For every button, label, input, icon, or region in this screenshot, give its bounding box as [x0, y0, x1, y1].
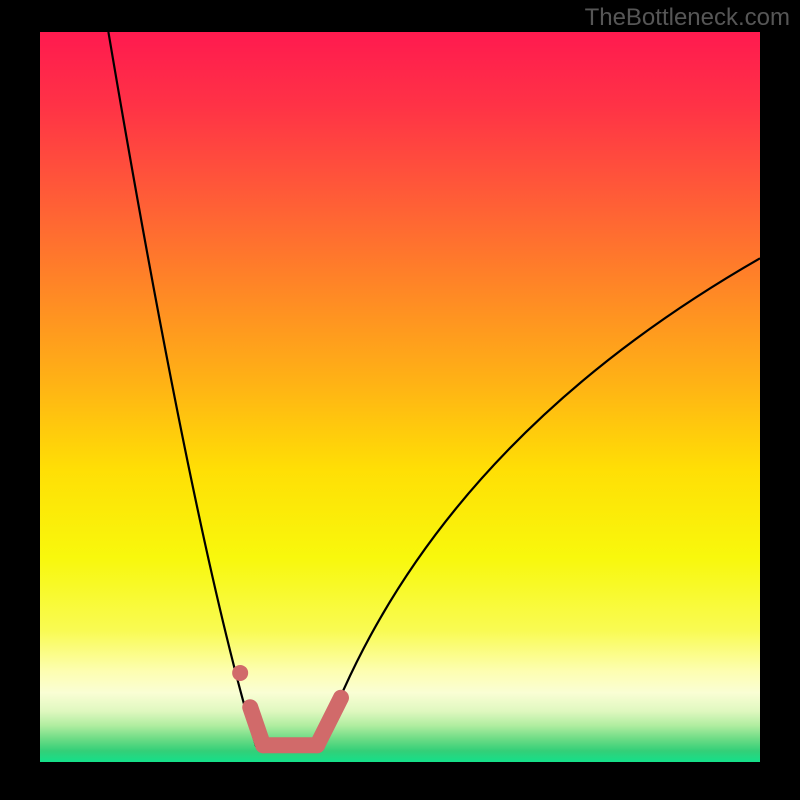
highlight-dot [232, 665, 248, 681]
plot-gradient-rect [40, 32, 760, 762]
chart-svg [0, 0, 800, 800]
chart-canvas: TheBottleneck.com [0, 0, 800, 800]
watermark-text: TheBottleneck.com [585, 4, 790, 32]
